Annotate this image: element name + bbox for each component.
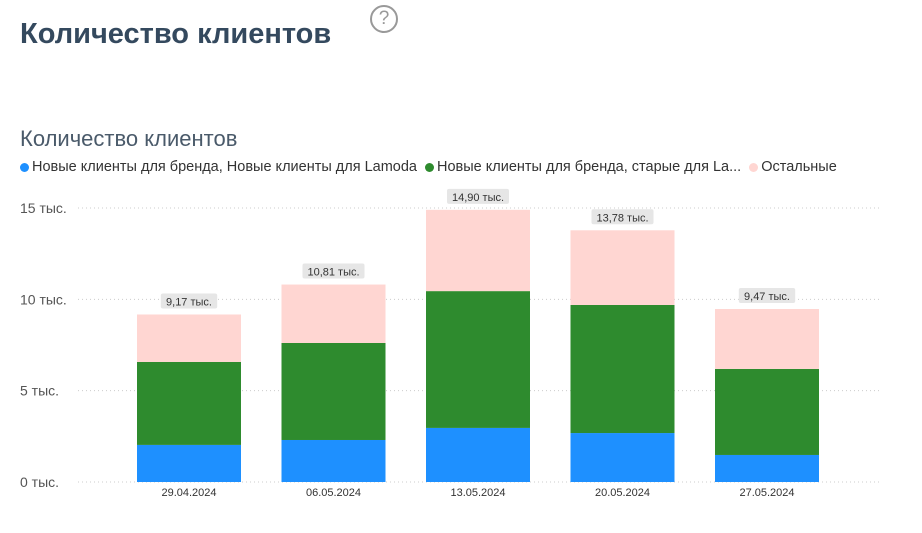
bar-segment bbox=[715, 309, 819, 369]
legend: Новые клиенты для бренда, Новые клиенты … bbox=[20, 159, 837, 175]
legend-label: Остальные bbox=[761, 159, 837, 175]
data-label-bg bbox=[160, 293, 218, 309]
bar-segment bbox=[570, 433, 675, 482]
legend-dot bbox=[20, 162, 29, 172]
bar-segment bbox=[426, 209, 530, 292]
data-label: 10,81 тыс. bbox=[307, 267, 359, 279]
chart-title: Количество клиентов bbox=[20, 126, 238, 151]
bar-segment bbox=[281, 342, 386, 440]
y-tick-label: 10 тыс. bbox=[20, 291, 67, 307]
legend-dot bbox=[749, 162, 759, 172]
page-title: Количество клиентов bbox=[20, 18, 332, 50]
bar-segment bbox=[715, 454, 819, 482]
legend-label: Новые клиенты для бренда, старые для La.… bbox=[437, 159, 742, 175]
bar-segment bbox=[426, 291, 530, 428]
bar-segment bbox=[137, 361, 241, 445]
x-tick-label: 06.05.2024 bbox=[306, 487, 361, 499]
y-tick-label: 5 тыс. bbox=[20, 383, 59, 399]
x-tick-label: 29.04.2024 bbox=[161, 487, 216, 499]
bar-segment bbox=[570, 304, 675, 434]
y-tick-label: 15 тыс. bbox=[20, 200, 67, 216]
data-label-bg bbox=[591, 209, 654, 225]
bar-segment bbox=[570, 230, 675, 305]
data-label: 14,90 тыс. bbox=[452, 192, 504, 204]
legend-item[interactable]: Новые клиенты для бренда, Новые клиенты … bbox=[20, 159, 417, 175]
x-tick-label: 27.05.2024 bbox=[739, 487, 794, 499]
bar-segment bbox=[281, 284, 386, 343]
x-tick-label: 20.05.2024 bbox=[595, 487, 650, 499]
data-label-bg bbox=[738, 288, 796, 304]
bar-segment bbox=[137, 444, 241, 482]
bar-segment bbox=[715, 368, 819, 455]
data-label: 13,78 тыс. bbox=[596, 212, 648, 224]
data-label: 9,17 тыс. bbox=[166, 296, 212, 308]
bar-segment bbox=[426, 427, 530, 482]
data-label-bg bbox=[447, 188, 509, 204]
bar-segment bbox=[281, 439, 386, 482]
legend-item[interactable]: Новые клиенты для бренда, старые для La.… bbox=[425, 159, 741, 175]
bar-segment bbox=[137, 314, 241, 362]
y-tick-label: 0 тыс. bbox=[20, 474, 59, 490]
legend-label: Новые клиенты для бренда, Новые клиенты … bbox=[32, 159, 417, 175]
data-label: 9,47 тыс. bbox=[744, 291, 790, 303]
question-circle-icon[interactable]: ? bbox=[370, 5, 398, 33]
data-label-bg bbox=[302, 263, 365, 279]
legend-dot bbox=[425, 162, 434, 172]
legend-item[interactable]: Остальные bbox=[749, 159, 837, 175]
x-tick-label: 13.05.2024 bbox=[450, 487, 505, 499]
